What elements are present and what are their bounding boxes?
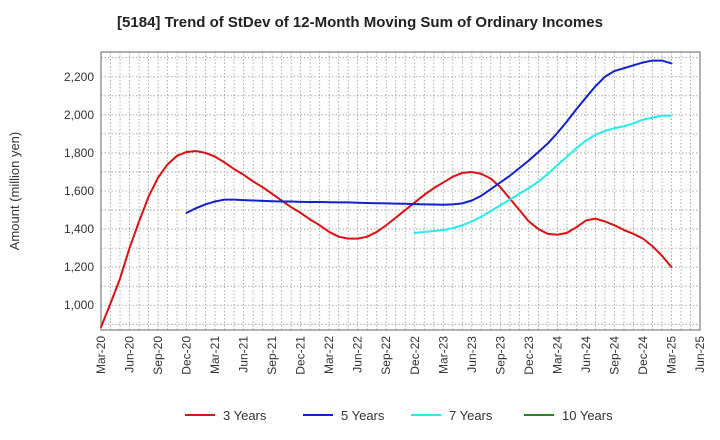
x-tick-label: Mar-25 xyxy=(664,336,678,374)
x-tick-label: Mar-24 xyxy=(550,336,564,374)
x-tick-label: Jun-23 xyxy=(465,336,479,373)
y-tick-label: 1,400 xyxy=(64,222,94,236)
x-tick-label: Sep-22 xyxy=(379,336,393,375)
legend-label: 5 Years xyxy=(341,408,385,423)
x-tick-label: Mar-21 xyxy=(208,336,222,374)
x-tick-label: Jun-22 xyxy=(351,336,365,373)
x-tick-label: Jun-20 xyxy=(123,336,137,373)
x-tick-label: Jun-24 xyxy=(579,336,593,373)
y-tick-label: 2,200 xyxy=(64,70,94,84)
series-line-7-years xyxy=(413,114,673,234)
series-line-3-years xyxy=(100,150,673,329)
y-tick-label: 1,200 xyxy=(64,260,94,274)
x-tick-label: Mar-20 xyxy=(94,336,108,374)
x-tick-label: Dec-22 xyxy=(408,336,422,375)
x-tick-label: Sep-20 xyxy=(151,336,165,375)
y-tick-label: 1,000 xyxy=(64,298,94,312)
y-tick-label: 2,000 xyxy=(64,108,94,122)
x-tick-label: Dec-21 xyxy=(294,336,308,375)
series-line-5-years xyxy=(185,59,673,214)
y-tick-label: 1,800 xyxy=(64,146,94,160)
x-tick-label: Jun-21 xyxy=(237,336,251,373)
x-tick-label: Dec-20 xyxy=(180,336,194,375)
plot-area xyxy=(101,52,700,330)
legend-label: 10 Years xyxy=(562,408,613,423)
y-axis-title: Amount (million yen) xyxy=(7,132,22,251)
plot-frame xyxy=(100,51,701,331)
x-tick-label: Sep-21 xyxy=(265,336,279,375)
legend-label: 7 Years xyxy=(449,408,493,423)
x-tick-label: Mar-22 xyxy=(322,336,336,374)
x-tick-label: Jun-25 xyxy=(693,336,707,373)
y-tick-label: 1,600 xyxy=(64,184,94,198)
x-tick-label: Sep-23 xyxy=(493,336,507,375)
x-tick-label: Sep-24 xyxy=(607,336,621,375)
x-tick-label: Dec-23 xyxy=(522,336,536,375)
x-tick-label: Mar-23 xyxy=(436,336,450,374)
x-tick-label: Dec-24 xyxy=(636,336,650,375)
legend-label: 3 Years xyxy=(223,408,267,423)
chart-title: [5184] Trend of StDev of 12-Month Moving… xyxy=(117,14,603,31)
